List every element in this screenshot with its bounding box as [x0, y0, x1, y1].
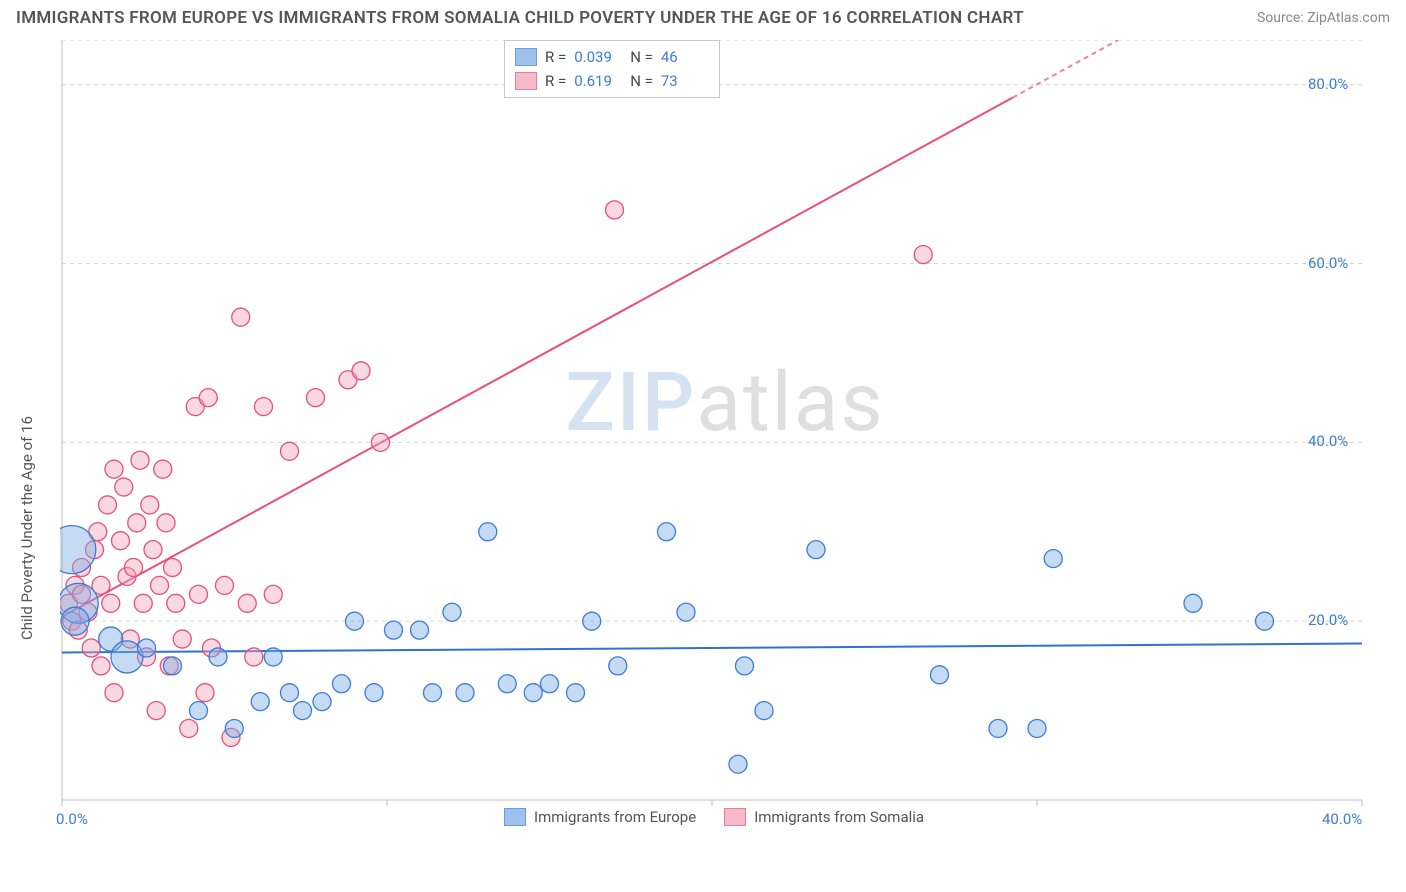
y-tick-label: 60.0%	[1308, 254, 1348, 272]
legend-swatch	[515, 48, 537, 66]
chart-area: ZIPatlas R =0.039N =46R =0.619N =73 Immi…	[60, 40, 1390, 830]
y-axis-label: Child Poverty Under the Age of 16	[18, 416, 36, 640]
legend-bottom: Immigrants from Europe Immigrants from So…	[504, 808, 924, 826]
stats-row: R = 0.039 N = 46	[515, 45, 709, 69]
legend-label: Immigrants from Europe	[534, 808, 696, 826]
legend-swatch	[724, 808, 746, 826]
legend-swatch	[504, 808, 526, 826]
stats-box: R = 0.039 N = 46 R = 0.619 N = 73	[504, 40, 720, 98]
x-tick-label: 0.0%	[56, 810, 88, 828]
scatter-chart	[60, 40, 1390, 830]
legend-item: Immigrants from Europe	[504, 808, 696, 826]
legend-swatch	[515, 72, 537, 90]
stat-letter: R =	[545, 45, 566, 69]
stats-row: R = 0.619 N = 73	[515, 69, 709, 93]
stat-value: 0.039	[574, 45, 622, 69]
chart-title: IMMIGRANTS FROM EUROPE VS IMMIGRANTS FRO…	[16, 8, 1024, 28]
stat-value: 73	[661, 69, 709, 93]
y-tick-label: 80.0%	[1308, 75, 1348, 93]
stat-value: 0.619	[574, 69, 622, 93]
y-tick-label: 20.0%	[1308, 611, 1348, 629]
legend-item: Immigrants from Somalia	[724, 808, 924, 826]
stat-letter: N =	[630, 69, 653, 93]
x-tick-label: 40.0%	[1322, 810, 1362, 828]
y-tick-label: 40.0%	[1308, 432, 1348, 450]
stat-value: 46	[661, 45, 709, 69]
stat-letter: N =	[630, 45, 653, 69]
legend-label: Immigrants from Somalia	[754, 808, 924, 826]
stat-letter: R =	[545, 69, 566, 93]
source-label: Source: ZipAtlas.com	[1257, 10, 1390, 26]
